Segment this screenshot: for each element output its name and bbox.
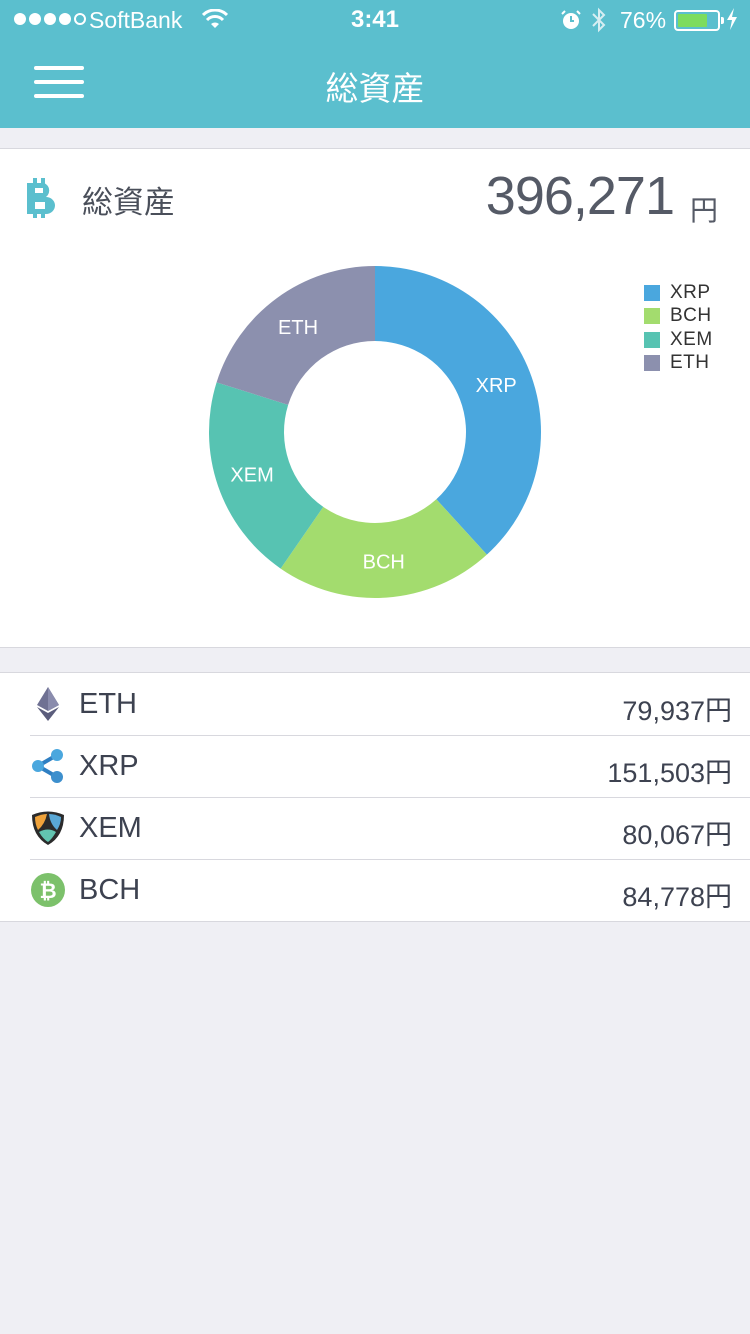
legend-label: XRP [670,281,711,303]
total-assets-card: 総資産 396,271 円 XRP BCH XEM ETH XRP BCH XEM ETH [0,148,750,648]
legend-item-eth: ETH [644,352,713,376]
legend-label: XEM [670,328,713,350]
list-item-bch[interactable]: ₿ BCH 84,778円 [0,859,750,921]
legend-label: ETH [670,352,710,374]
svg-text:₿: ₿ [39,879,56,903]
legend-swatch [644,355,660,372]
legend-label: BCH [670,305,712,327]
top-bar: SoftBank 3:41 76% [0,0,750,128]
list-item-eth[interactable]: ETH 79,937円 [0,673,750,735]
wifi-icon [201,8,229,34]
list-item-xem[interactable]: XEM 80,067円 [0,797,750,859]
bluetooth-icon [590,6,608,39]
charging-bolt-icon [726,8,738,35]
legend-swatch [644,331,660,348]
bitcoin-icon [24,177,58,224]
donut-slice-xem[interactable] [208,382,324,569]
chart-legend: XRP BCH XEM ETH [644,281,713,375]
alarm-icon [560,9,582,36]
bitcoin-cash-icon: ₿ [30,872,66,908]
coin-name: XRP [79,750,139,782]
coin-name: XEM [79,812,142,844]
legend-item-xrp: XRP [644,281,713,305]
nem-icon [30,810,66,846]
hamburger-menu-icon[interactable] [34,66,84,98]
legend-swatch [644,284,660,301]
page-title: 総資産 [325,70,425,107]
coin-amount: 84,778円 [622,882,732,912]
carrier-name: SoftBank [89,7,183,33]
total-assets-value: 396,271 [485,166,675,226]
coin-amount: 80,067円 [622,820,732,850]
signal-strength-icon [14,13,86,25]
legend-item-bch: BCH [644,305,713,329]
slice-label-xem: XEM [230,464,273,486]
ethereum-icon [30,686,66,722]
slice-label-bch: BCH [363,552,405,574]
coin-amount: 79,937円 [622,696,732,726]
donut-inner-ring [286,343,464,521]
legend-swatch [644,308,660,325]
ripple-icon [30,748,66,784]
slice-label-eth: ETH [278,317,318,339]
total-assets-label: 総資産 [82,185,175,220]
coin-name: ETH [79,688,137,720]
battery-percentage: 76% [620,7,667,33]
slice-label-xrp: XRP [476,375,517,397]
battery-icon [674,10,724,31]
currency-unit: 円 [689,195,718,226]
list-item-xrp[interactable]: XRP 151,503円 [0,735,750,797]
donut-slice-bch[interactable] [280,499,487,598]
legend-item-xem: XEM [644,328,713,352]
coin-amount: 151,503円 [607,758,732,788]
coin-name: BCH [79,874,141,906]
clock: 3:41 [350,6,400,33]
donut-slice-eth[interactable] [216,266,375,405]
donut-slice-xrp[interactable] [375,266,541,555]
asset-list: ETH 79,937円 XRP 151,503円 XEM 80,067円 [0,672,750,922]
asset-allocation-donut-chart: XRP BCH XEM ETH [208,266,541,598]
status-bar: SoftBank 3:41 76% [0,0,750,40]
